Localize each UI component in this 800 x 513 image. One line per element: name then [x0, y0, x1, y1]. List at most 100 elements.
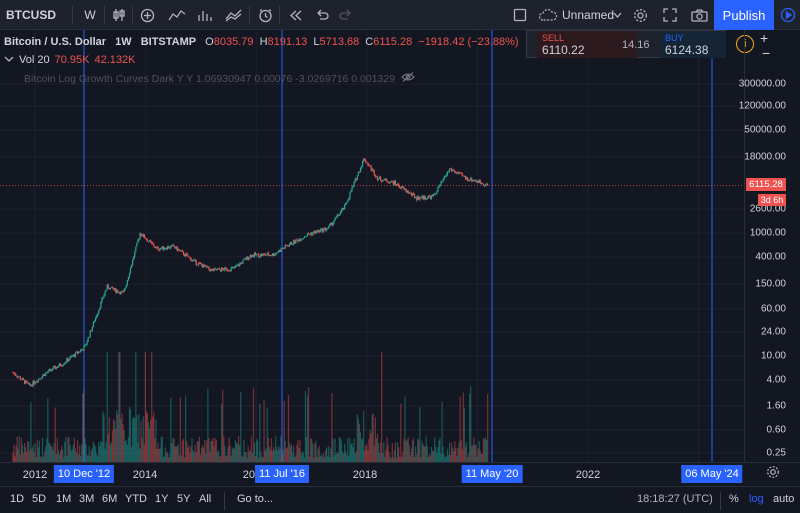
- volume-bar: [232, 448, 234, 462]
- range-6m[interactable]: 6M: [102, 493, 118, 505]
- volume-bar: [275, 436, 277, 462]
- range-1m[interactable]: 1M: [56, 493, 72, 505]
- chevron-down-icon[interactable]: [611, 0, 623, 30]
- volume-bar: [486, 440, 488, 462]
- buy-button[interactable]: BUY 6124.38: [660, 31, 726, 58]
- alert-icon[interactable]: [254, 0, 276, 30]
- candle-body: [481, 183, 483, 185]
- volume-bar: [210, 440, 212, 462]
- candle-body: [461, 173, 463, 176]
- replay-icon[interactable]: [284, 0, 306, 30]
- time-tick: 2012: [22, 469, 48, 481]
- price-chart[interactable]: [0, 30, 744, 462]
- volume-bar: [268, 446, 270, 462]
- volume-bar: [20, 437, 22, 462]
- volume-bar: [453, 451, 455, 462]
- range-all[interactable]: All: [199, 493, 212, 505]
- volume-bar: [465, 442, 468, 462]
- price-tick: 150.00: [755, 278, 786, 290]
- volume-bar: [199, 454, 202, 462]
- volume-bar: [369, 430, 371, 462]
- candles-icon[interactable]: [110, 0, 128, 30]
- candle-body: [52, 367, 54, 370]
- volume-bar: [317, 449, 319, 462]
- interval-button[interactable]: W: [84, 8, 96, 22]
- candle-body: [293, 240, 295, 245]
- volume-bar: [305, 436, 308, 462]
- volume-bar: [423, 445, 425, 462]
- hide-eye-icon[interactable]: [401, 72, 415, 85]
- candle-body: [376, 176, 379, 180]
- candle-body: [73, 354, 75, 357]
- camera-icon[interactable]: [688, 0, 710, 30]
- range-1d[interactable]: 1D: [10, 493, 25, 505]
- candle-body: [333, 220, 335, 223]
- scale-settings-icon[interactable]: [766, 465, 780, 484]
- candle-body: [256, 254, 258, 256]
- percent-toggle[interactable]: %: [729, 493, 739, 505]
- range-ytd[interactable]: YTD: [125, 493, 147, 505]
- settings-gear-icon[interactable]: [630, 0, 650, 30]
- undo-icon[interactable]: [312, 0, 332, 30]
- redo-icon[interactable]: [336, 0, 356, 30]
- candle-body: [337, 214, 339, 216]
- volume-bar: [421, 440, 423, 462]
- sell-button[interactable]: SELL 6110.22: [537, 31, 637, 58]
- candle-body: [245, 258, 247, 260]
- volume-bar: [353, 438, 355, 462]
- volume-bar: [266, 407, 268, 462]
- volume-bar: [104, 448, 106, 462]
- indicator-label[interactable]: Bitcoin Log Growth Curves Dark Y Y 1.069…: [24, 72, 396, 85]
- range-3m[interactable]: 3M: [79, 493, 95, 505]
- collapse-chevron-icon[interactable]: [4, 54, 14, 66]
- goto-button[interactable]: Go to...: [237, 493, 274, 505]
- fullscreen-icon[interactable]: [660, 0, 680, 30]
- layout-name-button[interactable]: Unnamed: [562, 8, 615, 22]
- log-toggle[interactable]: log: [749, 493, 764, 505]
- range-5y[interactable]: 5Y: [177, 493, 191, 505]
- cloud-icon[interactable]: [537, 0, 559, 30]
- candle-body: [46, 372, 48, 374]
- volume-bar: [352, 446, 354, 462]
- candle-body: [378, 176, 381, 179]
- range-5d[interactable]: 5D: [32, 493, 47, 505]
- volume-bar: [301, 451, 303, 462]
- price-scale[interactable]: 300000.00 120000.00 50000.00 18000.00 2600.0…: [739, 30, 800, 462]
- volume-bar: [417, 438, 419, 462]
- volume-bar: [357, 418, 359, 462]
- indicators-icon[interactable]: [166, 0, 188, 30]
- symbol-search-button[interactable]: BTCUSD: [6, 8, 56, 22]
- range-1y[interactable]: 1Y: [155, 493, 169, 505]
- candle-body: [306, 233, 309, 237]
- volume-bar: [225, 456, 227, 462]
- zoom-out-icon[interactable]: −: [762, 45, 771, 61]
- volume-bar: [312, 443, 314, 462]
- play-icon[interactable]: [776, 0, 800, 30]
- add-indicator-icon[interactable]: [138, 0, 156, 30]
- candle-body: [204, 264, 206, 267]
- publish-button[interactable]: Publish: [714, 0, 774, 30]
- candle-body: [151, 241, 153, 244]
- volume-bar: [344, 443, 346, 462]
- volume-bar: [24, 447, 27, 462]
- compare-icon[interactable]: [222, 0, 246, 30]
- auto-toggle[interactable]: auto: [773, 493, 795, 505]
- financials-icon[interactable]: [194, 0, 214, 30]
- info-icon[interactable]: i: [736, 35, 754, 53]
- zoom-in-icon[interactable]: +: [760, 30, 769, 46]
- candle-body: [254, 253, 257, 256]
- volume-bar: [86, 454, 88, 462]
- volume-bar: [425, 436, 427, 462]
- volume-label[interactable]: Vol 20: [19, 54, 50, 66]
- volume-bar: [234, 440, 237, 462]
- volume-bar: [451, 442, 453, 462]
- fullscreen-toggle-icon[interactable]: [510, 0, 530, 30]
- volume-bar: [277, 450, 279, 462]
- candle-body: [194, 259, 196, 261]
- candle-body: [161, 246, 163, 249]
- candle-body: [464, 175, 467, 179]
- volume-bar: [65, 437, 67, 462]
- volume-bar: [454, 440, 456, 462]
- candle-body: [111, 286, 114, 289]
